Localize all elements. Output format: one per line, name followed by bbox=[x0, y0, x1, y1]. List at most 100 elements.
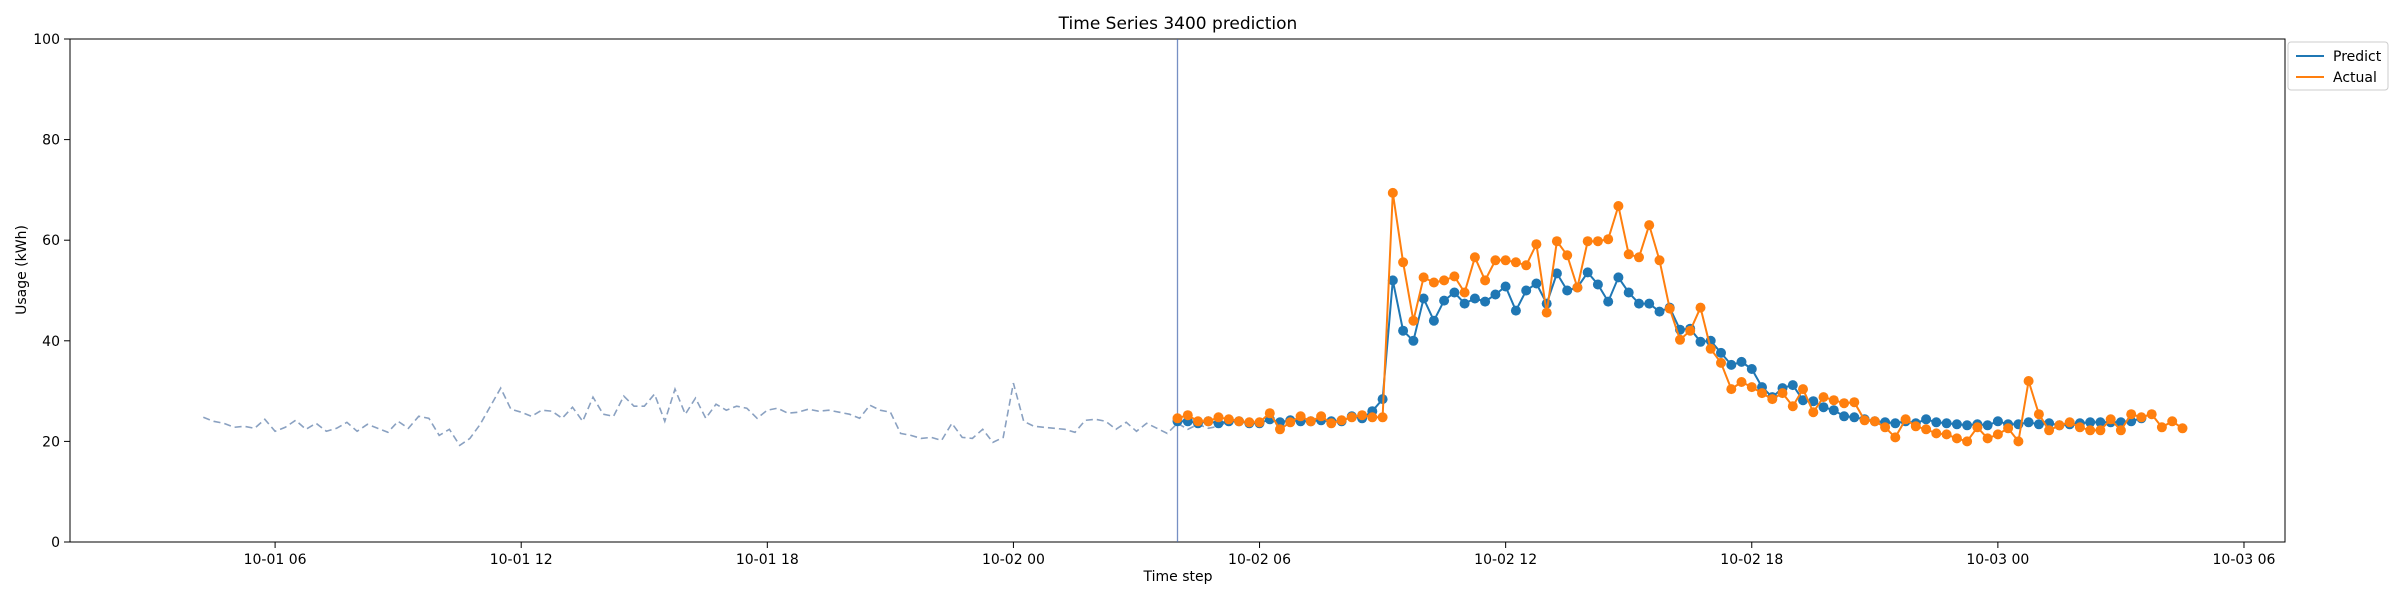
predict-point bbox=[1654, 306, 1665, 317]
actual-point bbox=[1644, 220, 1655, 231]
predict-point bbox=[1695, 336, 1706, 347]
actual-point bbox=[1818, 392, 1829, 403]
predict-point bbox=[1500, 281, 1511, 292]
predict-point bbox=[1921, 414, 1932, 425]
actual-point bbox=[1828, 395, 1839, 406]
actual-point bbox=[1562, 250, 1573, 261]
actual-point bbox=[2126, 409, 2137, 420]
predict-point bbox=[2085, 417, 2096, 428]
actual-point bbox=[1408, 315, 1419, 326]
actual-point bbox=[2013, 436, 2024, 447]
actual-point bbox=[1418, 272, 1429, 283]
actual-point bbox=[1839, 398, 1850, 409]
legend-actual-label: Actual bbox=[2333, 70, 2377, 86]
actual-point bbox=[2156, 422, 2167, 433]
actual-point bbox=[1921, 424, 1932, 435]
predict-point bbox=[1398, 325, 1409, 336]
actual-point bbox=[1357, 410, 1368, 421]
actual-point bbox=[1459, 287, 1470, 298]
y-axis: 0 20 40 60 80 100 bbox=[33, 32, 70, 551]
predict-point bbox=[1531, 278, 1542, 289]
chart-title: Time Series 3400 prediction bbox=[1058, 14, 1298, 34]
actual-point bbox=[1726, 384, 1737, 395]
predict-point bbox=[1603, 296, 1614, 307]
predict-point bbox=[1828, 405, 1839, 416]
actual-point bbox=[1798, 384, 1808, 395]
actual-point bbox=[1982, 433, 1993, 444]
x-tick-label: 10-03 06 bbox=[2213, 552, 2276, 568]
predict-point bbox=[1992, 416, 2003, 427]
actual-point bbox=[1346, 412, 1357, 423]
actual-point bbox=[1859, 415, 1870, 426]
predict-point bbox=[1521, 285, 1532, 296]
actual-point bbox=[1777, 388, 1788, 399]
actual-point bbox=[1910, 421, 1921, 432]
actual-point bbox=[1428, 277, 1439, 288]
actual-point bbox=[1900, 414, 1911, 425]
predict-point bbox=[1592, 279, 1603, 290]
predict-point bbox=[1962, 420, 1973, 431]
actual-point bbox=[1377, 412, 1388, 423]
actual-point bbox=[1223, 414, 1234, 425]
x-tick-label: 10-02 18 bbox=[1720, 552, 1783, 568]
actual-point bbox=[1490, 255, 1501, 266]
actual-point bbox=[1264, 408, 1275, 419]
actual-point bbox=[1613, 201, 1624, 211]
predict-point bbox=[2033, 419, 2044, 430]
actual-point bbox=[1695, 302, 1706, 313]
actual-point bbox=[1787, 401, 1798, 412]
actual-point bbox=[1992, 429, 2003, 440]
actual-point bbox=[1551, 236, 1562, 247]
y-tick-label: 60 bbox=[42, 233, 60, 249]
actual-point bbox=[2074, 422, 2085, 433]
actual-point bbox=[1275, 424, 1285, 435]
actual-point bbox=[1716, 357, 1726, 368]
actual-point bbox=[2136, 412, 2147, 423]
actual-point bbox=[1623, 249, 1634, 260]
predict-point bbox=[1623, 287, 1634, 298]
actual-point bbox=[1941, 429, 1952, 440]
predict-point bbox=[1839, 411, 1850, 422]
x-tick-label: 10-01 12 bbox=[490, 552, 553, 568]
actual-point bbox=[1931, 428, 1942, 439]
x-tick-label: 10-02 06 bbox=[1228, 552, 1291, 568]
predict-point bbox=[1459, 298, 1470, 309]
predict-point bbox=[1613, 272, 1624, 283]
predict-point bbox=[1941, 418, 1952, 429]
actual-point bbox=[1193, 416, 1203, 427]
predict-point bbox=[1418, 293, 1429, 304]
actual-point bbox=[2146, 409, 2157, 420]
actual-point bbox=[2085, 425, 2096, 436]
actual-point bbox=[1736, 377, 1747, 387]
y-tick-label: 20 bbox=[42, 434, 60, 450]
history-line bbox=[203, 382, 1240, 447]
actual-point bbox=[2003, 423, 2014, 434]
actual-point bbox=[1295, 411, 1306, 422]
actual-point bbox=[1449, 271, 1460, 282]
actual-point bbox=[1880, 422, 1891, 433]
predict-point bbox=[1951, 419, 1962, 430]
actual-point bbox=[1685, 325, 1696, 336]
actual-point bbox=[1244, 417, 1255, 428]
actual-point bbox=[2115, 425, 2126, 436]
actual-point bbox=[1972, 422, 1983, 433]
x-tick-label: 10-02 12 bbox=[1474, 552, 1537, 568]
actual-point bbox=[1203, 416, 1214, 427]
actual-point bbox=[1254, 417, 1265, 428]
predict-point bbox=[1469, 293, 1480, 304]
actual-point bbox=[1582, 236, 1593, 247]
predict-point bbox=[1890, 418, 1901, 429]
actual-point bbox=[1387, 187, 1398, 198]
predict-point bbox=[1982, 420, 1993, 431]
actual-point bbox=[1757, 388, 1767, 399]
predict-point bbox=[1787, 380, 1798, 391]
predict-point bbox=[1644, 298, 1655, 309]
predict-point bbox=[1634, 298, 1644, 309]
actual-point bbox=[1654, 255, 1665, 266]
actual-point bbox=[2105, 414, 2116, 425]
actual-point bbox=[1869, 416, 1880, 427]
predict-point bbox=[1449, 287, 1460, 298]
predict-point bbox=[1510, 305, 1521, 316]
actual-point bbox=[1572, 282, 1583, 293]
